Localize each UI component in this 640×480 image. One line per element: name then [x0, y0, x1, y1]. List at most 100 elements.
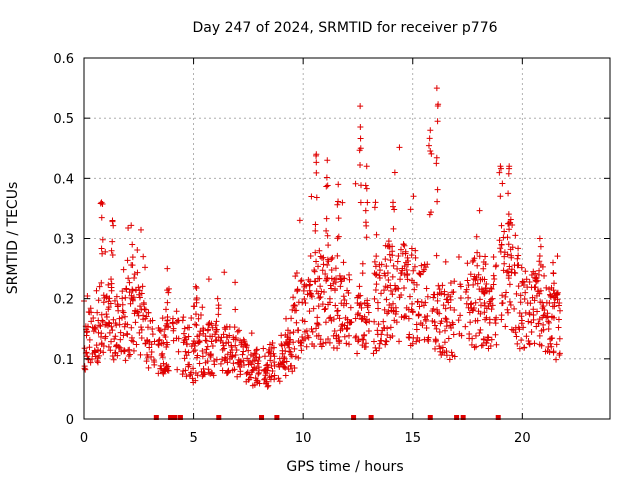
data-point	[118, 314, 125, 321]
data-point	[517, 299, 524, 306]
data-point	[282, 364, 289, 371]
data-point	[182, 348, 189, 355]
data-point	[137, 303, 144, 310]
data-point	[405, 261, 412, 268]
data-point	[264, 383, 271, 390]
data-point	[505, 241, 512, 248]
data-point	[330, 332, 337, 339]
data-point	[525, 318, 532, 325]
data-point	[256, 354, 263, 361]
data-point	[124, 257, 131, 264]
data-point	[326, 339, 333, 346]
data-point	[332, 302, 339, 309]
data-point	[376, 345, 383, 352]
data-point	[311, 343, 318, 350]
data-point	[482, 261, 489, 268]
data-point	[145, 309, 152, 316]
data-point	[365, 302, 372, 309]
data-point	[384, 325, 391, 332]
data-point	[445, 335, 452, 342]
data-point	[374, 299, 381, 306]
data-point	[103, 313, 110, 320]
data-point	[476, 253, 483, 260]
data-point	[506, 226, 513, 233]
data-point	[549, 335, 556, 342]
data-point	[192, 311, 199, 318]
data-point	[184, 341, 191, 348]
data-point	[520, 324, 527, 331]
data-point	[370, 350, 377, 357]
data-point	[474, 317, 481, 324]
data-point	[493, 314, 500, 321]
data-point	[182, 367, 189, 374]
data-point	[170, 327, 177, 334]
data-point	[376, 267, 383, 274]
data-point	[98, 279, 105, 286]
data-point	[220, 331, 227, 338]
data-point	[471, 255, 478, 262]
data-point	[406, 331, 413, 338]
data-point	[323, 183, 330, 190]
data-point	[192, 347, 199, 354]
data-point	[316, 275, 323, 282]
data-point	[433, 160, 440, 167]
data-point	[175, 335, 182, 342]
data-point	[382, 256, 389, 263]
data-point	[341, 297, 348, 304]
data-point	[473, 233, 480, 240]
data-point	[312, 278, 319, 285]
data-point	[335, 198, 342, 205]
data-point	[483, 314, 490, 321]
data-point	[111, 297, 118, 304]
data-point	[231, 324, 238, 331]
data-point	[126, 279, 133, 286]
data-point	[389, 291, 396, 298]
data-point	[394, 265, 401, 272]
data-point	[498, 241, 505, 248]
data-point	[217, 360, 224, 367]
data-point	[360, 336, 367, 343]
data-point	[292, 273, 299, 280]
grid	[84, 58, 610, 419]
data-point	[416, 270, 423, 277]
data-point	[302, 300, 309, 307]
data-point	[86, 336, 93, 343]
data-point	[546, 300, 553, 307]
data-point	[98, 245, 105, 252]
data-point	[109, 252, 116, 259]
data-point	[310, 305, 317, 312]
data-point	[500, 267, 507, 274]
data-point	[517, 292, 524, 299]
data-point	[505, 309, 512, 316]
data-point	[481, 290, 488, 297]
data-point	[263, 378, 270, 385]
data-point	[102, 248, 109, 255]
data-point	[467, 301, 474, 308]
data-point	[332, 287, 339, 294]
data-point	[533, 278, 540, 285]
data-point	[253, 347, 260, 354]
data-point	[346, 341, 353, 348]
data-point	[463, 286, 470, 293]
data-point	[447, 293, 454, 300]
data-point	[511, 269, 518, 276]
data-point	[326, 295, 333, 302]
data-point	[265, 364, 272, 371]
data-point	[554, 289, 561, 296]
data-point	[363, 163, 370, 170]
data-point	[84, 353, 91, 360]
data-point	[205, 366, 212, 373]
data-point	[247, 374, 254, 381]
data-point	[397, 276, 404, 283]
data-point	[287, 336, 294, 343]
data-point	[384, 332, 391, 339]
y-tick-label: 0.4	[53, 172, 74, 187]
data-point	[108, 247, 115, 254]
data-point	[372, 287, 379, 294]
data-point	[455, 254, 462, 261]
data-point	[522, 289, 529, 296]
data-point	[419, 322, 426, 329]
data-point	[536, 332, 543, 339]
data-point	[315, 332, 322, 339]
data-point	[315, 321, 322, 328]
